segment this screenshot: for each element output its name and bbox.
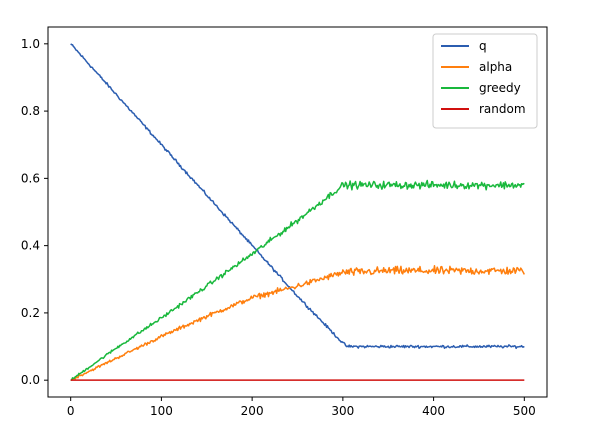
- x-tick-label: 200: [241, 404, 264, 418]
- series-line-q: [70, 43, 525, 350]
- legend-box: [432, 33, 538, 129]
- y-tick-label: 0.8: [21, 104, 40, 118]
- y-tick-label: 0.2: [21, 306, 40, 320]
- legend-label-random: random: [479, 102, 526, 116]
- x-tick-label: 0: [67, 404, 75, 418]
- x-tick-label: 100: [150, 404, 173, 418]
- series-line-greedy: [70, 179, 525, 381]
- y-tick-label: 0.6: [21, 171, 40, 185]
- y-tick-label: 1.0: [21, 37, 40, 51]
- x-tick-label: 500: [513, 404, 536, 418]
- legend-label-q: q: [479, 39, 487, 53]
- series-line-alpha: [70, 265, 525, 381]
- x-tick-label: 300: [331, 404, 354, 418]
- x-tick-label: 400: [422, 404, 445, 418]
- axes-frame: [47, 26, 548, 398]
- series-layer: [70, 43, 525, 381]
- axes-layer: 0 100 200 300 400 500 0.0 0.2 0.4 0.6 0.8 1.0: [21, 26, 548, 418]
- y-tick-label: 0.4: [21, 239, 40, 253]
- legend: q alpha greedy random: [432, 33, 538, 129]
- legend-label-greedy: greedy: [479, 81, 521, 95]
- y-tick-label: 0.0: [21, 373, 40, 387]
- legend-label-alpha: alpha: [479, 60, 512, 74]
